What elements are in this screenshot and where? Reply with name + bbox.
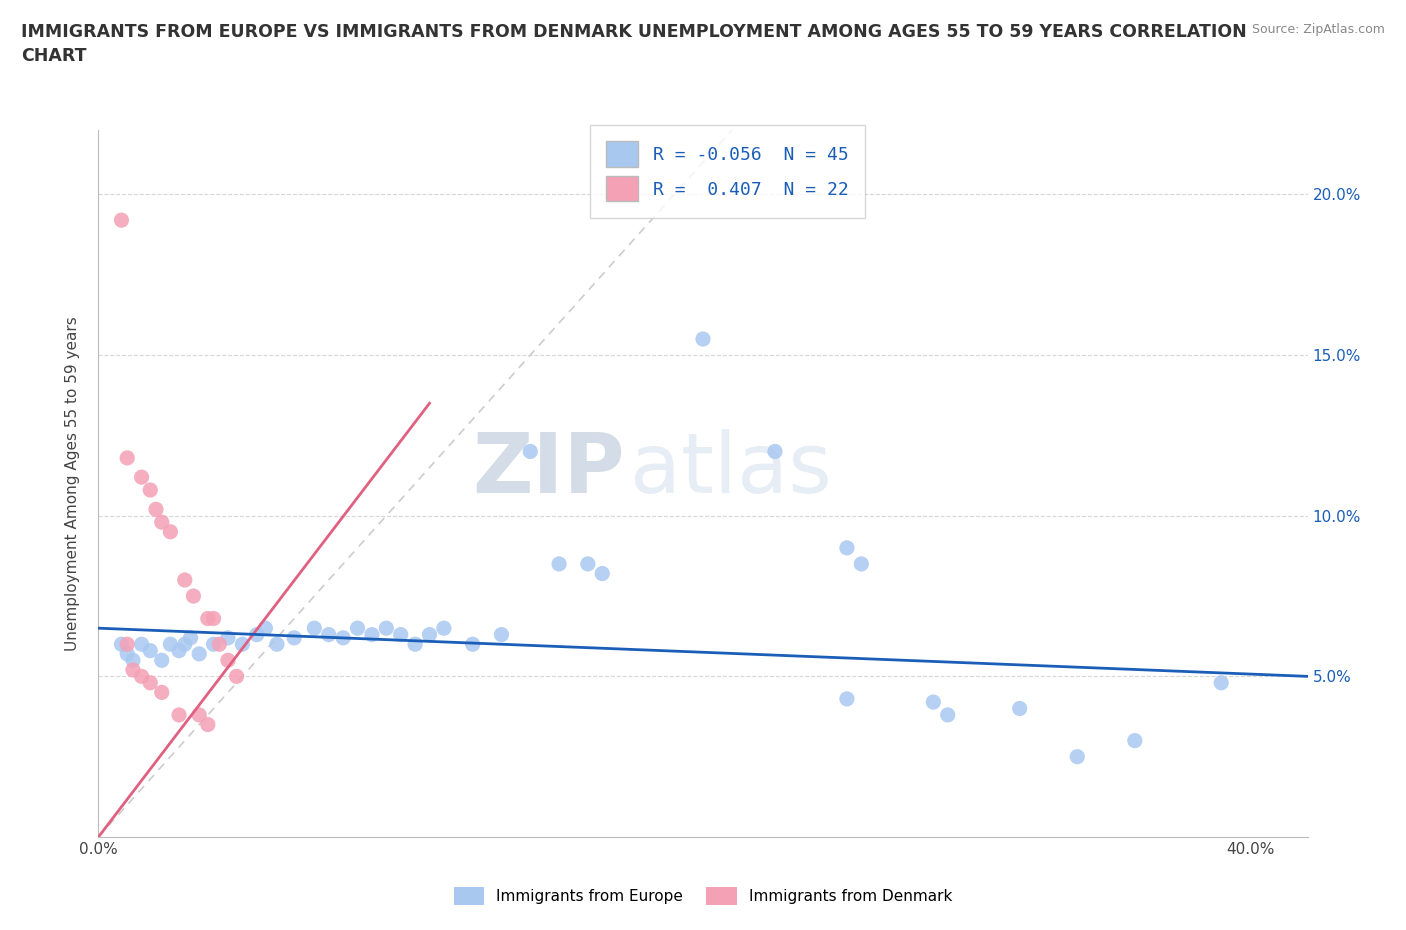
Y-axis label: Unemployment Among Ages 55 to 59 years: Unemployment Among Ages 55 to 59 years — [65, 316, 80, 651]
Point — [461, 637, 484, 652]
Point — [173, 573, 195, 588]
Point — [188, 646, 211, 661]
Point — [173, 637, 195, 652]
Legend: R = -0.056  N = 45, R =  0.407  N = 22: R = -0.056 N = 45, R = 0.407 N = 22 — [589, 126, 865, 218]
Point — [167, 644, 190, 658]
Point — [202, 611, 225, 626]
Point — [183, 589, 205, 604]
Point — [131, 637, 153, 652]
Point — [1008, 701, 1031, 716]
Point — [150, 514, 173, 529]
Point — [389, 627, 412, 642]
Point — [1211, 675, 1233, 690]
Point — [835, 540, 858, 555]
Point — [197, 611, 219, 626]
Point — [150, 685, 173, 700]
Point — [491, 627, 513, 642]
Point — [404, 637, 426, 652]
Point — [139, 675, 162, 690]
Point — [591, 566, 613, 581]
Point — [180, 631, 202, 645]
Point — [231, 637, 253, 652]
Point — [304, 620, 326, 635]
Point — [375, 620, 398, 635]
Point — [225, 669, 247, 684]
Point — [150, 653, 173, 668]
Point — [122, 653, 145, 668]
Point — [110, 637, 132, 652]
Point — [576, 556, 599, 571]
Point — [1123, 733, 1146, 748]
Point — [110, 213, 132, 228]
Point — [318, 627, 340, 642]
Point — [115, 450, 138, 465]
Point — [418, 627, 440, 642]
Point — [1066, 750, 1088, 764]
Point — [332, 631, 354, 645]
Point — [115, 646, 138, 661]
Point — [122, 662, 145, 677]
Text: IMMIGRANTS FROM EUROPE VS IMMIGRANTS FROM DENMARK UNEMPLOYMENT AMONG AGES 55 TO : IMMIGRANTS FROM EUROPE VS IMMIGRANTS FRO… — [21, 23, 1247, 65]
Point — [346, 620, 368, 635]
Point — [139, 644, 162, 658]
Point — [266, 637, 288, 652]
Point — [851, 556, 873, 571]
Point — [217, 653, 239, 668]
Point — [188, 708, 211, 723]
Text: Source: ZipAtlas.com: Source: ZipAtlas.com — [1251, 23, 1385, 36]
Point — [131, 470, 153, 485]
Point — [283, 631, 305, 645]
Point — [548, 556, 571, 571]
Point — [433, 620, 456, 635]
Point — [139, 483, 162, 498]
Point — [208, 637, 231, 652]
Point — [167, 708, 190, 723]
Point — [217, 631, 239, 645]
Point — [246, 627, 269, 642]
Point — [763, 444, 786, 458]
Point — [115, 637, 138, 652]
Point — [922, 695, 945, 710]
Point — [202, 637, 225, 652]
Point — [936, 708, 959, 723]
Point — [197, 717, 219, 732]
Point — [692, 332, 714, 347]
Point — [145, 502, 167, 517]
Point — [519, 444, 541, 458]
Text: ZIP: ZIP — [472, 429, 624, 510]
Point — [835, 691, 858, 706]
Legend: Immigrants from Europe, Immigrants from Denmark: Immigrants from Europe, Immigrants from … — [446, 879, 960, 913]
Text: atlas: atlas — [630, 429, 832, 510]
Point — [254, 620, 277, 635]
Point — [159, 525, 181, 539]
Point — [131, 669, 153, 684]
Point — [159, 637, 181, 652]
Point — [361, 627, 384, 642]
